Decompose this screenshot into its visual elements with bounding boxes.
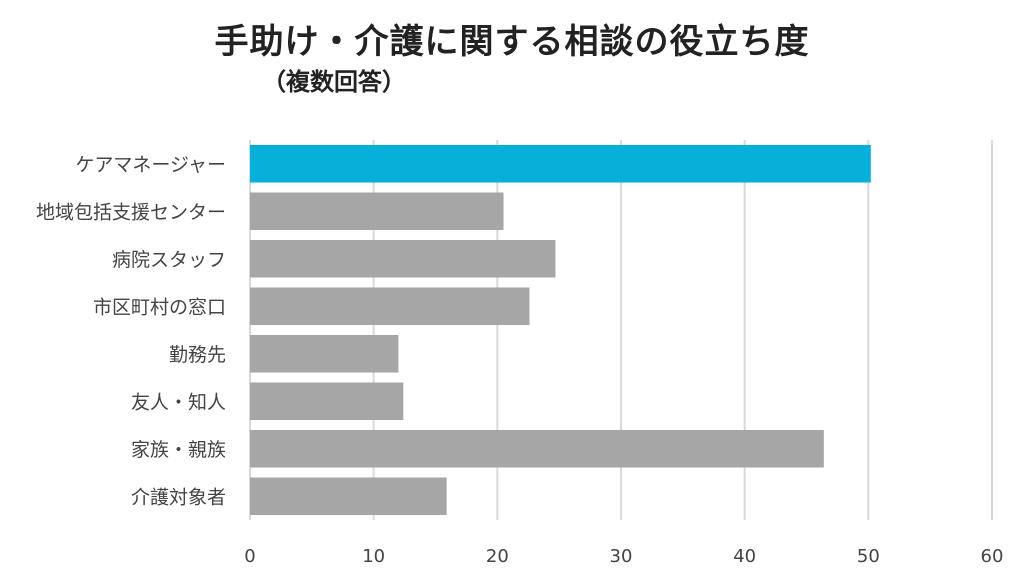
bars bbox=[250, 144, 871, 516]
x-tick-label: 50 bbox=[857, 546, 880, 567]
category-labels: ケアマネージャー地域包括支援センター病院スタッフ市区町村の窓口勤務先友人・知人家… bbox=[36, 154, 226, 509]
x-tick-label: 10 bbox=[362, 546, 385, 567]
bar-7 bbox=[250, 429, 824, 468]
category-label: 勤務先 bbox=[169, 344, 226, 366]
category-label: 市区町村の窓口 bbox=[93, 296, 226, 318]
chart-subtitle: （複数回答） bbox=[262, 68, 406, 96]
category-label: 友人・知人 bbox=[131, 391, 226, 413]
category-label: 病院スタッフ bbox=[112, 249, 226, 271]
chart-title: 手助け・介護に関する相談の役立ち度 bbox=[214, 22, 810, 62]
x-tick-label: 60 bbox=[981, 546, 1004, 567]
bar-4 bbox=[250, 287, 530, 326]
x-tick-label: 40 bbox=[733, 546, 756, 567]
category-label: 地域包括支援センター bbox=[36, 201, 226, 223]
category-label: 家族・親族 bbox=[131, 439, 226, 461]
category-label: 介護対象者 bbox=[131, 486, 226, 508]
x-tick-label: 20 bbox=[486, 546, 509, 567]
bar-5 bbox=[250, 334, 399, 373]
bar-3 bbox=[250, 239, 556, 278]
category-label: ケアマネージャー bbox=[75, 154, 226, 176]
bar-6 bbox=[250, 382, 404, 421]
bar-2 bbox=[250, 192, 504, 231]
x-tick-labels: 0 10 20 30 40 50 60 bbox=[244, 546, 1003, 567]
x-tick-label: 30 bbox=[610, 546, 633, 567]
x-tick-label: 0 bbox=[244, 546, 255, 567]
bar-8 bbox=[250, 477, 447, 516]
bar-1 bbox=[250, 144, 871, 183]
